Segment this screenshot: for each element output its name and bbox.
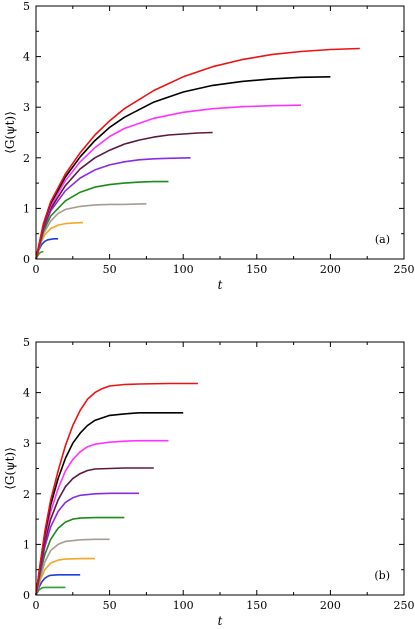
series-line-1 (35, 586, 66, 596)
series-line-5 (35, 516, 125, 596)
plot-frame (35, 5, 405, 260)
x-tick-label: 50 (103, 599, 117, 612)
x-axis-title: t (218, 278, 223, 292)
y-tick-label: 5 (23, 0, 30, 13)
y-axis-title: ⟨G(ψt)⟩ (3, 111, 17, 154)
chart-panel-2: 0 50 100 150 200 250 0 1 2 3 4 5 t ⟨G(ψt)⟩ (b) (3, 336, 415, 628)
x-tick-label: 250 (394, 599, 415, 612)
x-axis-title: t (218, 614, 223, 628)
y-tick-label: 4 (23, 51, 30, 64)
series-line-10 (35, 382, 198, 596)
series-line-2 (35, 574, 81, 596)
panel-label: (b) (374, 569, 390, 582)
chart-panel-1: 0 50 100 150 200 250 0 1 2 3 4 5 t ⟨G(ψt)⟩ (a) (3, 0, 415, 292)
y-tick-label: 2 (23, 488, 30, 501)
series-line-3 (35, 557, 95, 596)
y-tick-label: 5 (23, 336, 30, 349)
series-line-10 (35, 47, 360, 260)
y-tick-label: 1 (23, 202, 30, 215)
panel-label: (a) (375, 233, 390, 246)
series-line-6 (35, 157, 191, 260)
series-line-5 (35, 180, 169, 260)
x-tick-label: 200 (320, 263, 341, 276)
series-line-8 (35, 104, 302, 260)
y-tick-label: 0 (23, 589, 30, 602)
x-tick-label: 150 (246, 599, 267, 612)
x-tick-label: 50 (103, 263, 117, 276)
x-tick-label: 0 (33, 263, 40, 276)
y-axis-title: ⟨G(ψt)⟩ (3, 447, 17, 490)
y-tick-label: 3 (23, 437, 30, 450)
y-tick-label: 3 (23, 101, 30, 114)
x-tick-label: 100 (173, 263, 194, 276)
y-tick-label: 4 (23, 387, 30, 400)
y-tick-label: 2 (23, 152, 30, 165)
y-tick-label: 1 (23, 538, 30, 551)
x-tick-label: 250 (394, 263, 415, 276)
y-tick-label: 0 (23, 253, 30, 266)
series-line-9 (35, 76, 331, 260)
series-line-7 (35, 131, 213, 260)
x-tick-label: 100 (173, 599, 194, 612)
series-line-4 (35, 538, 110, 596)
x-tick-label: 150 (246, 263, 267, 276)
series-line-4 (35, 203, 147, 260)
x-tick-label: 200 (320, 599, 341, 612)
plot-frame (35, 341, 405, 596)
x-tick-label: 0 (33, 599, 40, 612)
